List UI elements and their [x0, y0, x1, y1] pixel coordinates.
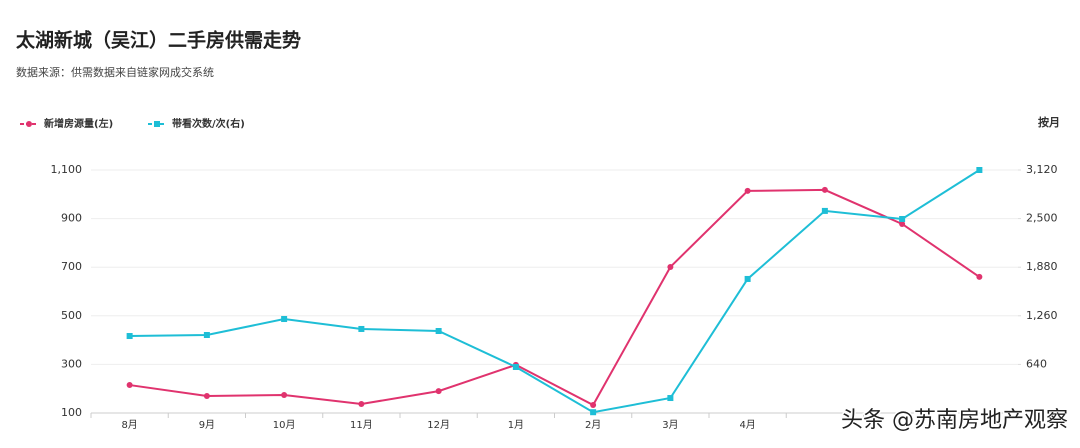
y-tick-label: 1,100 [51, 163, 83, 176]
point [512, 363, 519, 370]
y-tick-label: 100 [61, 406, 82, 419]
x-tick-label: 10月 [273, 419, 296, 431]
period-label: 按月 [1038, 115, 1060, 129]
chart-title: 太湖新城（吴江）二手房供需走势 [16, 29, 301, 52]
y2-tick-label: 2,500 [1026, 212, 1058, 225]
point [821, 186, 828, 193]
point [821, 207, 828, 214]
point [976, 273, 983, 280]
point [590, 401, 597, 408]
watermark: 头条 @苏南房地产观察 [841, 408, 1068, 433]
point [667, 395, 674, 402]
legend-label[interactable]: 带看次数/次(右) [172, 117, 245, 130]
point [667, 263, 674, 270]
point [435, 328, 442, 335]
y-tick-label: 900 [61, 212, 82, 225]
point [899, 215, 906, 222]
legend-label[interactable]: 新增房源量(左) [44, 117, 113, 130]
legend-marker [154, 121, 160, 127]
x-tick-label: 4月 [739, 419, 755, 431]
point [976, 167, 983, 173]
point [203, 332, 210, 339]
point [281, 392, 288, 399]
point [358, 325, 365, 332]
point [126, 333, 133, 340]
x-tick-label: 11月 [350, 419, 373, 431]
y-tick-label: 500 [61, 309, 82, 322]
y-tick-label: 700 [61, 260, 82, 273]
y2-tick-label: 1,880 [1026, 260, 1058, 273]
point [590, 409, 597, 416]
point [744, 275, 751, 282]
legend-marker [26, 121, 32, 127]
point [281, 316, 288, 323]
point [126, 382, 133, 389]
y2-tick-label: 1,260 [1026, 309, 1058, 322]
point [203, 392, 210, 399]
x-tick-label: 2月 [585, 419, 601, 431]
y2-tick-label: 3,120 [1026, 163, 1058, 176]
x-tick-label: 3月 [662, 419, 678, 431]
x-tick-label: 1月 [508, 419, 524, 431]
x-tick-label: 9月 [199, 419, 215, 431]
point [744, 187, 751, 194]
point [435, 388, 442, 395]
series-line [129, 188, 980, 407]
y-tick-label: 300 [61, 357, 82, 370]
chart-subtitle: 数据来源：供需数据来自链家网成交系统 [16, 65, 214, 79]
y2-tick-label: 640 [1026, 357, 1047, 370]
series-line [129, 169, 980, 414]
x-tick-label: 8月 [121, 419, 137, 431]
point [899, 220, 906, 227]
point [358, 401, 365, 408]
x-tick-label: 12月 [427, 419, 450, 431]
